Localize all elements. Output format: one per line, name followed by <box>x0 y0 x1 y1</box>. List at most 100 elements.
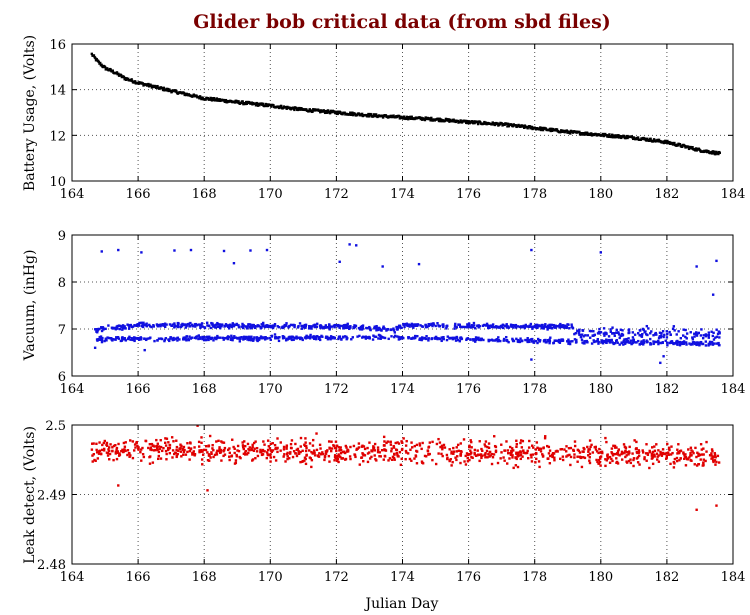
data-point <box>110 338 113 341</box>
data-point <box>597 451 600 455</box>
data-point <box>159 325 162 328</box>
data-point <box>525 325 528 328</box>
data-point <box>150 442 154 446</box>
data-point <box>282 445 286 449</box>
data-point <box>219 448 223 452</box>
data-point <box>643 137 647 140</box>
data-point <box>135 324 139 328</box>
data-point <box>309 335 312 338</box>
data-point <box>491 323 495 326</box>
data-point <box>518 325 522 329</box>
data-point <box>298 322 302 325</box>
data-point <box>588 336 592 339</box>
data-point <box>623 451 626 454</box>
data-point <box>707 342 710 346</box>
data-point <box>203 338 206 341</box>
data-point <box>604 436 607 440</box>
data-point <box>208 434 212 438</box>
data-point <box>311 444 315 447</box>
data-point <box>430 322 433 326</box>
data-point <box>300 327 304 330</box>
data-point <box>319 324 322 327</box>
data-point <box>381 336 384 339</box>
data-point <box>408 457 412 461</box>
data-point <box>213 324 216 327</box>
data-point <box>127 327 131 330</box>
data-point <box>376 450 380 454</box>
data-point <box>700 328 703 331</box>
data-point <box>366 446 369 450</box>
data-point <box>431 324 434 328</box>
data-point <box>410 337 413 340</box>
data-point <box>456 443 460 447</box>
data-point <box>216 449 219 453</box>
data-point <box>108 458 111 461</box>
data-point <box>209 96 212 100</box>
data-point <box>157 457 160 461</box>
data-point <box>694 147 698 150</box>
data-point <box>233 447 236 450</box>
data-point <box>588 456 591 459</box>
data-point <box>378 334 381 337</box>
data-point <box>440 452 443 456</box>
data-point <box>581 333 584 336</box>
data-point <box>382 444 386 447</box>
data-point <box>663 333 666 337</box>
data-point <box>318 338 322 342</box>
data-point <box>459 461 462 465</box>
data-point <box>442 335 445 339</box>
data-point <box>700 448 703 451</box>
data-point <box>124 339 128 342</box>
data-point <box>421 461 424 464</box>
data-point <box>121 324 125 327</box>
data-point <box>231 336 234 339</box>
data-point <box>494 450 498 454</box>
data-point <box>242 338 245 341</box>
data-point <box>470 446 473 449</box>
data-point <box>164 437 167 440</box>
data-point <box>551 455 555 459</box>
data-point <box>578 130 581 134</box>
data-point <box>252 338 255 341</box>
data-point <box>162 86 165 90</box>
data-point <box>548 127 552 131</box>
data-point <box>617 333 621 336</box>
data-point <box>552 341 555 345</box>
data-point <box>494 445 498 449</box>
y-tick-label: 6 <box>58 370 66 385</box>
data-point <box>245 102 249 105</box>
data-point <box>598 456 602 459</box>
data-point <box>250 448 254 452</box>
data-point <box>697 463 701 466</box>
data-point <box>287 325 291 328</box>
data-point <box>262 336 266 340</box>
data-point <box>167 447 170 451</box>
data-point <box>540 326 544 330</box>
data-point <box>625 461 629 464</box>
data-point <box>448 448 451 451</box>
data-point <box>695 508 698 511</box>
data-point <box>629 458 632 461</box>
data-point <box>345 446 348 449</box>
data-point <box>305 335 309 339</box>
data-point <box>404 444 408 447</box>
data-point <box>378 455 381 458</box>
data-point <box>442 443 446 447</box>
data-point <box>615 135 619 139</box>
data-point <box>505 326 509 329</box>
data-point <box>386 440 389 443</box>
data-point <box>482 122 485 125</box>
data-point <box>173 322 176 325</box>
data-point <box>569 463 572 467</box>
data-point <box>233 462 237 465</box>
x-tick-label: 182 <box>654 187 679 202</box>
data-point <box>611 133 614 136</box>
data-point <box>649 337 652 341</box>
data-point <box>387 459 390 462</box>
data-point <box>357 326 361 330</box>
data-point <box>372 445 375 448</box>
data-point <box>421 118 424 121</box>
data-point <box>315 325 318 329</box>
data-point <box>657 342 660 346</box>
data-point <box>186 450 189 454</box>
